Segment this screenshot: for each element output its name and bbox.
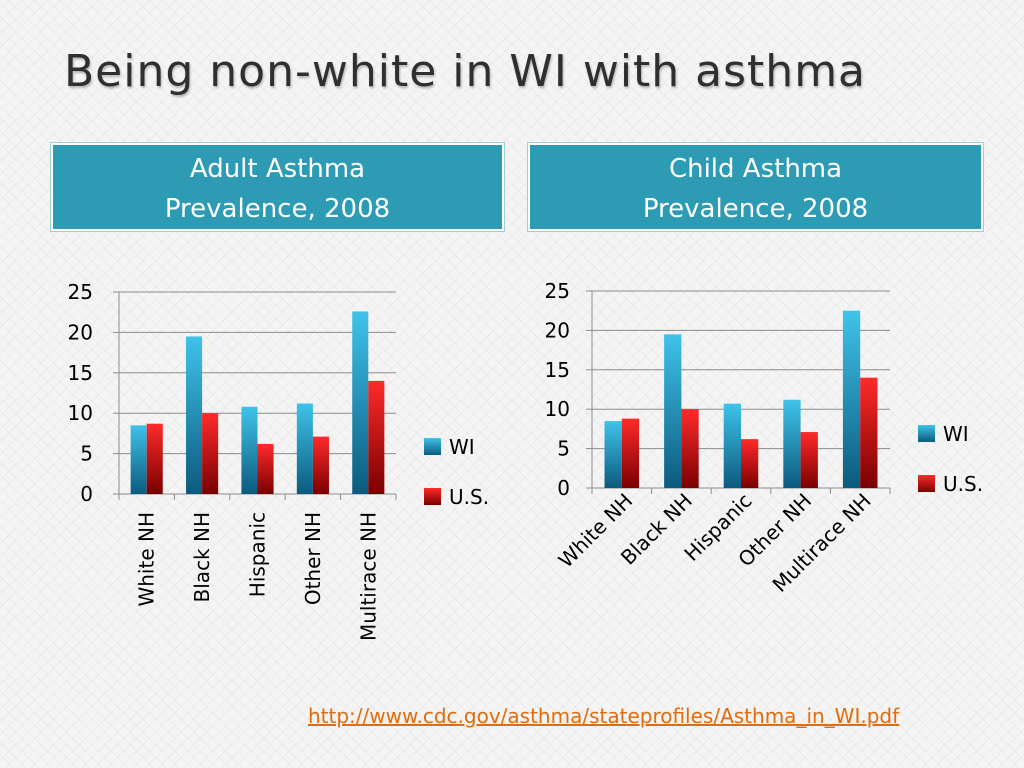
adult-header-line1: Adult Asthma xyxy=(189,154,366,184)
adult-legend-swatch-us xyxy=(424,488,441,505)
child-asthma-header: Child Asthma Prevalence, 2008 xyxy=(528,143,983,231)
adult-legend-label-us: U.S. xyxy=(449,485,489,509)
child-header-line2: Prevalence, 2008 xyxy=(642,194,869,224)
adult-category-label: Black NH xyxy=(190,512,214,602)
adult-bar-wi xyxy=(296,403,313,494)
adult-bar-us xyxy=(146,423,163,494)
child-legend-swatch-wi xyxy=(918,425,935,442)
child-ytick-label: 0 xyxy=(557,476,570,500)
child-bar-us xyxy=(800,432,818,488)
child-ytick-label: 25 xyxy=(545,279,570,303)
adult-category-label: Other NH xyxy=(301,512,325,605)
child-bar-wi xyxy=(723,403,741,488)
child-ytick-label: 20 xyxy=(545,318,570,342)
adult-ytick-label: 25 xyxy=(68,280,93,304)
child-bar-wi xyxy=(783,399,801,488)
adult-category-label: Multirace NH xyxy=(356,512,380,641)
child-bar-wi xyxy=(664,334,682,488)
child-bar-us xyxy=(681,409,699,488)
adult-bar-us xyxy=(312,436,329,494)
child-ytick-label: 10 xyxy=(545,397,570,421)
child-legend-swatch-us xyxy=(918,475,935,492)
adult-bar-wi xyxy=(352,311,369,494)
slide-title: Being non-white in WI with asthma xyxy=(64,46,867,97)
adult-category-label: White NH xyxy=(135,512,159,607)
adult-ytick-label: 10 xyxy=(68,401,93,425)
adult-legend-swatch-wi xyxy=(424,438,441,455)
adult-bar-us xyxy=(202,413,219,494)
adult-bar-us xyxy=(368,380,385,494)
adult-category-label: Hispanic xyxy=(246,512,270,597)
child-bar-wi xyxy=(842,310,861,488)
child-bar-us xyxy=(741,439,759,488)
child-bar-wi xyxy=(604,421,622,488)
child-ytick-label: 5 xyxy=(557,437,570,461)
adult-ytick-label: 0 xyxy=(80,482,93,506)
adult-asthma-header: Adult Asthma Prevalence, 2008 xyxy=(51,143,504,231)
adult-bar-us xyxy=(257,443,274,494)
adult-bar-wi xyxy=(241,406,258,494)
adult-ytick-label: 5 xyxy=(80,442,93,466)
adult-bar-wi xyxy=(186,336,203,494)
adult-bar-wi xyxy=(130,425,147,494)
adult-ytick-label: 15 xyxy=(68,361,93,385)
child-bar-us xyxy=(621,418,640,488)
source-link[interactable]: http://www.cdc.gov/asthma/stateprofiles/… xyxy=(308,704,900,728)
child-legend-label-us: U.S. xyxy=(943,472,983,496)
adult-ytick-label: 20 xyxy=(68,320,93,344)
child-legend-label-wi: WI xyxy=(943,422,969,446)
adult-legend-label-wi: WI xyxy=(449,435,475,459)
child-ytick-label: 15 xyxy=(545,358,570,382)
adult-header-line2: Prevalence, 2008 xyxy=(164,194,391,224)
child-bar-us xyxy=(860,377,878,488)
child-header-line1: Child Asthma xyxy=(668,154,843,184)
